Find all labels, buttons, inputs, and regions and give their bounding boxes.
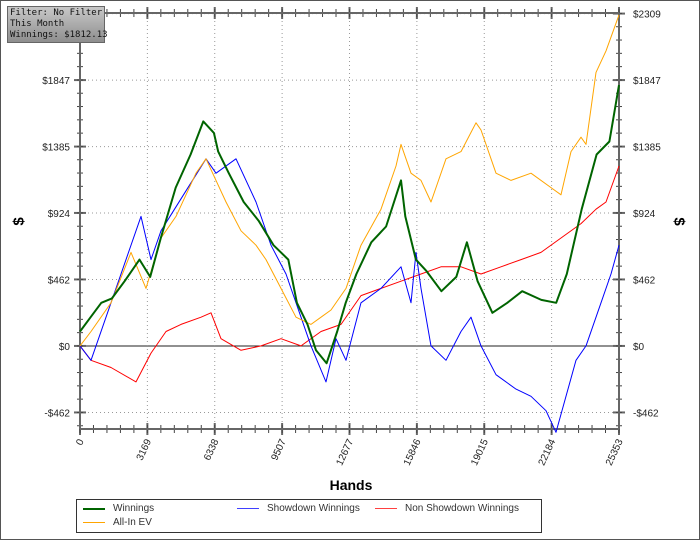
x-tick-label: 15846 bbox=[402, 437, 424, 467]
x-tick-label: 9507 bbox=[269, 437, 289, 462]
legend-item-non-showdown: Non Showdown Winnings bbox=[375, 503, 519, 514]
legend-swatch bbox=[375, 508, 397, 509]
x-tick-label: 19015 bbox=[469, 437, 491, 467]
series-line-winnings bbox=[79, 84, 620, 365]
x-tick-label: 3169 bbox=[135, 437, 155, 462]
x-tick-label: 12677 bbox=[335, 437, 357, 467]
series-line-showdown-winnings bbox=[79, 158, 620, 433]
legend-label: All-In EV bbox=[113, 517, 152, 528]
legend-swatch bbox=[237, 508, 259, 509]
y-tick-label-left: $1847 bbox=[42, 76, 70, 87]
y-tick-label-right: $1847 bbox=[633, 76, 661, 87]
period-label: This Month bbox=[10, 19, 65, 29]
legend-item-winnings: Winnings bbox=[83, 503, 154, 514]
legend-label: Non Showdown Winnings bbox=[405, 503, 519, 514]
x-tick-label: 0 bbox=[74, 437, 87, 447]
y-tick-label-right: -$462 bbox=[633, 408, 659, 419]
legend-swatch bbox=[83, 522, 105, 523]
legend: Winnings Showdown Winnings Non Showdown … bbox=[76, 499, 542, 533]
x-tick-label: 6338 bbox=[202, 437, 222, 462]
legend-item-allin-ev: All-In EV bbox=[83, 517, 152, 528]
legend-item-showdown: Showdown Winnings bbox=[237, 503, 360, 514]
y-axis-title-left: $ bbox=[10, 217, 28, 226]
filter-info-box: Filter: No Filter This Month Winnings: $… bbox=[7, 6, 108, 43]
filter-label: Filter: No Filter bbox=[10, 8, 103, 18]
y-tick-label-right: $0 bbox=[633, 342, 645, 353]
legend-swatch bbox=[83, 507, 105, 510]
x-tick-label: 25353 bbox=[604, 437, 626, 467]
y-tick-label-right: $924 bbox=[633, 209, 656, 220]
legend-label: Showdown Winnings bbox=[267, 503, 360, 514]
y-tick-label-left: $462 bbox=[48, 275, 71, 286]
y-tick-label-right: $1385 bbox=[633, 143, 661, 154]
y-tick-label-right: $462 bbox=[633, 275, 656, 286]
series-line-non-showdown-winnings bbox=[79, 165, 620, 383]
y-tick-label-left: $1385 bbox=[42, 143, 70, 154]
series-line-all-in-ev bbox=[79, 14, 620, 347]
legend-label: Winnings bbox=[113, 503, 155, 514]
y-tick-label-left: $0 bbox=[59, 342, 71, 353]
winnings-total: Winnings: $1812.13 bbox=[10, 30, 108, 40]
y-tick-label-right: $2309 bbox=[633, 10, 661, 21]
y-axis-title-right: $ bbox=[670, 217, 688, 226]
y-tick-label-left: $924 bbox=[48, 209, 71, 220]
x-axis-title: Hands bbox=[329, 477, 373, 493]
y-tick-label-left: -$462 bbox=[44, 408, 70, 419]
x-tick-label: 22184 bbox=[537, 437, 559, 467]
